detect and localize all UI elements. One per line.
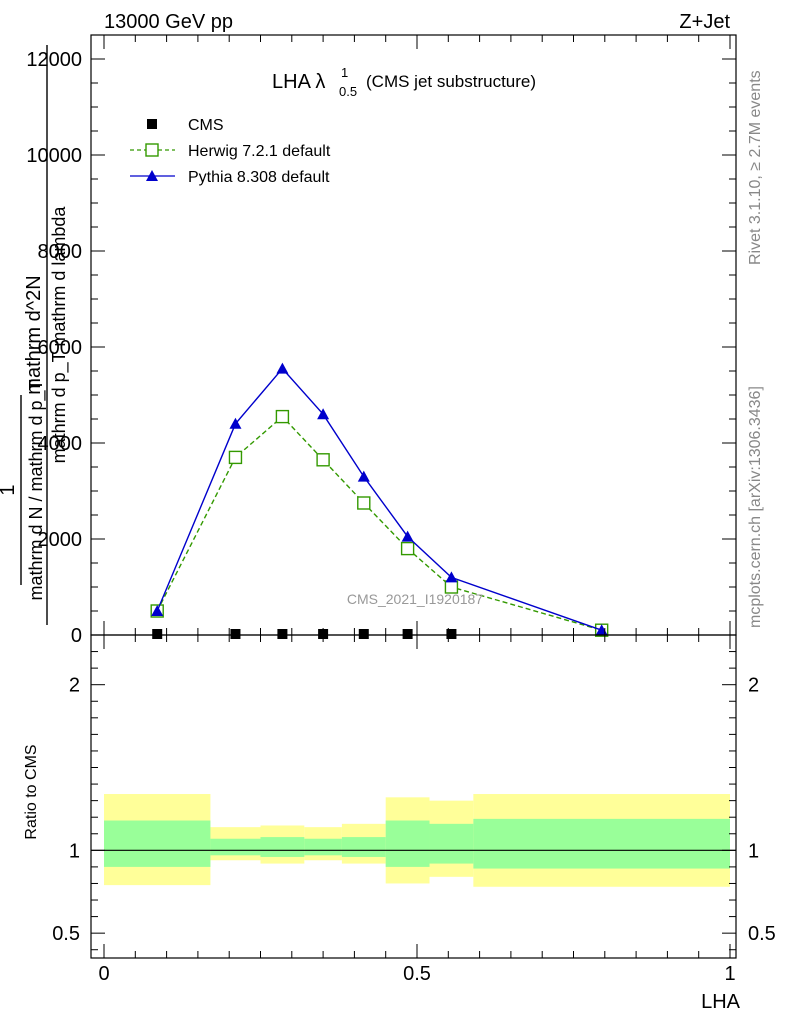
ratio-y-tick-label-right: 0.5 [748,923,776,945]
uncertainty-band-inner [304,838,342,856]
main-plot-marks [150,362,609,639]
uncertainty-band-inner [385,820,430,867]
main-y-tick-label: 4000 [38,433,83,455]
mcplots-label: mcplots.cern.ch [arXiv:1306.3436] [747,386,764,628]
legend-entry-herwig: Herwig 7.2.1 default [130,143,331,160]
data-point [276,362,289,374]
ratio-y-tick-label: 2 [69,675,80,697]
main-y-tick-label: 10000 [26,145,82,167]
data-point [402,629,413,639]
energy-label: 13000 GeV pp [104,11,233,33]
data-point [275,409,290,424]
main-panel: 0 2000 4000 6000 8000 10000 12000 LHA λ 1 0.5 … [0,34,737,647]
data-point [316,453,330,467]
ratio-y-axis-label: Ratio to CMS [23,744,40,839]
title-main: LHA λ [272,71,325,93]
main-x-ticks [103,35,731,635]
ratio-panel: 0.5 0.51 12 2 0 0.5 1 Ratio to CMS LHA [23,634,776,1013]
main-y-axis-label: mathrm d^2N mathrm d p_T mathrm d lambda… [0,45,70,625]
series-herwig [150,409,609,637]
title-sub: 0.5 [339,84,357,99]
ylabel-denominator: mathrm d N / mathrm d p_T [26,379,47,600]
ratio-y-tick-label-right: 2 [748,675,759,697]
data-point [446,629,457,639]
x-tick-label: 0.5 [403,963,431,985]
uncertainty-band-inner [104,820,211,867]
rivet-version-label: Rivet 3.1.10, ≥ 2.7M events [747,70,764,265]
data-point [358,629,369,639]
data-point [151,605,164,616]
series-line [156,367,602,631]
data-point [401,530,414,542]
x-axis-label: LHA [701,991,741,1013]
uncertainty-band-inner [210,838,261,856]
data-point [400,541,415,556]
data-point [357,470,370,482]
data-point [228,450,243,465]
ratio-y-tick-label-right: 1 [748,840,759,862]
analysis-id-label: CMS_2021_I1920187 [347,591,483,607]
uncertainty-band-inner [260,837,305,857]
legend-label-cms: CMS [188,117,224,134]
legend-entry-cms: CMS [147,117,224,134]
uncertainty-band-inner [429,823,474,864]
legend-marker-herwig [145,143,159,157]
data-point [317,408,330,420]
ratio-y-tick-label: 1 [69,840,80,862]
main-y-tick-label: 8000 [38,241,83,263]
ratio-bands [104,794,730,887]
legend: CMS Herwig 7.2.1 default Pythia 8.308 de… [130,117,331,186]
ratio-y-tick-label: 0.5 [52,923,80,945]
series-line [156,415,602,631]
series-pythia [151,362,608,636]
ylabel-outer-denominator: mathrm d p_T mathrm d lambda [49,206,70,464]
uncertainty-band-inner [473,818,730,869]
data-point [277,629,288,639]
legend-label-pythia: Pythia 8.308 default [188,169,330,186]
data-point [230,629,241,639]
process-label: Z+Jet [679,11,730,33]
ylabel-outer-numerator: mathrm d^2N [23,275,45,394]
uncertainty-band-inner [341,837,386,857]
ratio-x-axis: 0 0.5 1 [98,635,736,985]
ratio-y-axis: 0.5 0.5 1 1 2 2 [52,651,776,951]
data-point [229,417,242,429]
legend-marker-pythia [146,170,158,181]
main-y-tick-label: 12000 [26,49,82,71]
x-tick-label: 1 [724,963,735,985]
ratio-frame [90,634,737,959]
x-tick-label: 0 [98,963,109,985]
data-point [152,629,163,639]
ylabel-numerator: 1 [0,484,19,495]
data-point [445,571,458,583]
legend-label-herwig: Herwig 7.2.1 default [188,143,331,160]
title-sup: 1 [341,65,348,80]
main-y-tick-label: 6000 [38,337,83,359]
legend-entry-pythia: Pythia 8.308 default [130,169,330,186]
main-y-axis: 0 2000 4000 6000 8000 10000 12000 [26,49,736,647]
legend-marker-cms [147,119,157,129]
main-y-tick-label: 0 [71,625,82,647]
main-y-tick-label: 2000 [38,529,83,551]
plot-title: LHA λ 1 0.5 (CMS jet substructure) [272,65,536,99]
data-point [357,496,371,510]
title-suffix: (CMS jet substructure) [366,72,536,91]
